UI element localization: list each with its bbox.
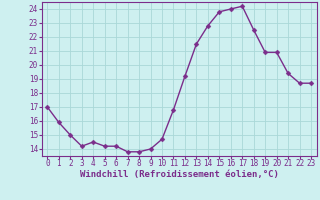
X-axis label: Windchill (Refroidissement éolien,°C): Windchill (Refroidissement éolien,°C)	[80, 170, 279, 179]
